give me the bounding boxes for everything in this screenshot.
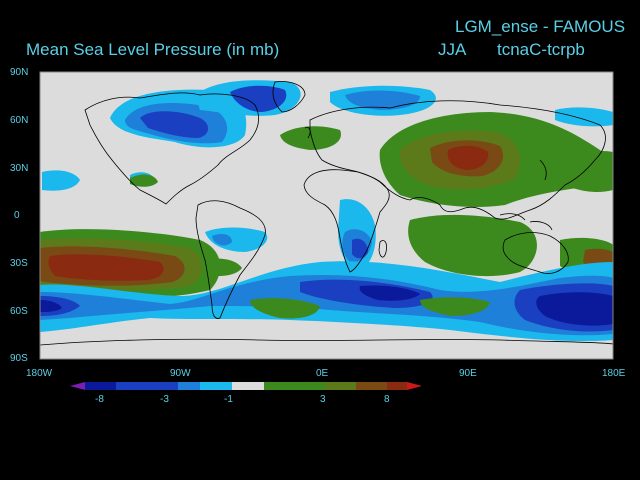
colorbar-arrow-low <box>70 382 85 390</box>
coastline-madagascar <box>378 240 387 258</box>
colorbar-segment-1 <box>85 382 116 390</box>
contour-safrica-blue-dark <box>352 238 368 259</box>
contour-canada-darkblue <box>230 85 287 112</box>
colorbar-label-3: 3 <box>320 394 326 405</box>
colorbar-segment-6 <box>232 382 264 390</box>
contour-asia-darkred <box>447 145 489 170</box>
contour-samerica-blue <box>205 227 268 252</box>
contour-satl-green <box>200 258 242 276</box>
colorbar-label-8: 8 <box>384 394 390 405</box>
colorbar-segment-10 <box>356 382 387 390</box>
figure-title-model: LGM_ense - FAMOUS <box>455 17 626 36</box>
lat-label-0: 0 <box>14 210 20 221</box>
coastline-indonesia <box>499 213 553 231</box>
contour-atl-blue <box>42 170 80 191</box>
coastline-japan <box>539 159 547 181</box>
colorbar-segment-7 <box>264 382 294 390</box>
colorbar-segment-11 <box>387 382 407 390</box>
lat-label-60s: 60S <box>10 306 28 317</box>
contour-samerica-midblue <box>212 234 232 246</box>
colorbar-segment-3 <box>147 382 178 390</box>
colorbar-label-neg1: -1 <box>224 394 233 405</box>
coastline-antarctica <box>40 338 613 346</box>
colorbar-segment-5 <box>200 382 232 390</box>
lon-label-90w: 90W <box>170 368 191 379</box>
lon-label-0e: 0E <box>316 368 329 379</box>
lat-label-30n: 30N <box>10 163 29 174</box>
contour-indian-green <box>408 214 537 277</box>
coastline-north-america <box>84 92 260 205</box>
lon-label-180e: 180E <box>602 368 626 379</box>
colorbar-label-neg3: -3 <box>160 394 169 405</box>
map-frame <box>39 71 614 360</box>
contour-npac-darkblue <box>140 111 209 138</box>
colorbar-segment-9 <box>325 382 356 390</box>
contour-antarctic-green <box>250 297 490 319</box>
colorbar-label-neg8: -8 <box>95 394 104 405</box>
coastline-south-america <box>195 200 266 319</box>
lat-label-60n: 60N <box>10 115 29 126</box>
lat-label-30s: 30S <box>10 258 28 269</box>
contour-southern-ocean-midblue <box>40 274 613 336</box>
figure-title-variable: Mean Sea Level Pressure (in mb) <box>26 40 280 59</box>
colorbar-arrow-high <box>407 382 422 390</box>
coastline-africa <box>303 169 390 273</box>
colorbar-segment-2 <box>116 382 147 390</box>
lon-label-90e: 90E <box>459 368 477 379</box>
lat-label-90s: 90S <box>10 353 28 364</box>
run-id-label: tcnaC-tcrpb <box>497 40 585 59</box>
colorbar-segment-4 <box>178 382 200 390</box>
contour-namerica-green <box>280 126 341 150</box>
coastlines <box>40 81 613 346</box>
contour-nw-atl-blue <box>555 107 613 127</box>
contour-southern-ocean-blue-deep <box>40 279 613 332</box>
contour-spac-darkred <box>48 254 164 281</box>
lon-label-180w: 180W <box>26 368 53 379</box>
colorbar <box>70 382 422 390</box>
contour-pacific-east-green <box>560 150 613 193</box>
lat-label-90n: 90N <box>10 67 29 78</box>
colorbar-segment-8 <box>294 382 325 390</box>
map-panel <box>40 72 613 359</box>
coastline-australia <box>502 232 569 274</box>
contour-mexico-green <box>130 174 158 187</box>
coastline-uk <box>304 126 311 139</box>
season-label: JJA <box>438 40 467 59</box>
coastline-greenland <box>272 81 306 113</box>
